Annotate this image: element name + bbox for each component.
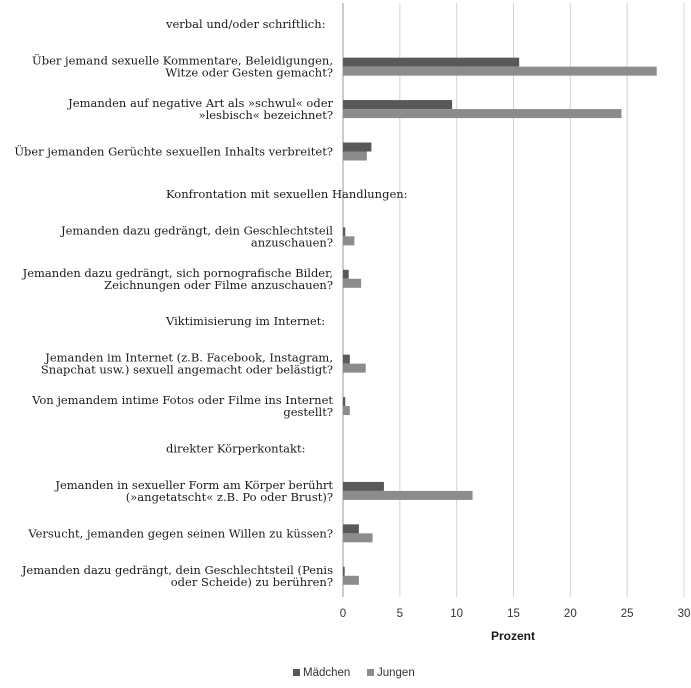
legend: Mädchen Jungen bbox=[293, 667, 415, 679]
category-label: Zeichnungen oder Filme anzuschauen? bbox=[104, 278, 333, 292]
category-label: Versucht, jemanden gegen seinen Willen z… bbox=[27, 526, 333, 540]
category-label: oder Scheide) zu berühren? bbox=[171, 575, 333, 589]
x-tick-label: 0 bbox=[340, 608, 346, 620]
bar-jungen bbox=[343, 278, 362, 288]
gridlines bbox=[342, 3, 685, 597]
bar-jungen bbox=[343, 66, 657, 76]
category-label: »lesbisch« bezeichnet? bbox=[199, 108, 333, 122]
section-header: Konfrontation mit sexuellen Handlungen: bbox=[166, 187, 408, 201]
category-label: Witze oder Gesten gemacht? bbox=[165, 66, 333, 80]
category-label: Über jemanden Gerüchte sexuellen Inhalts… bbox=[14, 145, 333, 159]
bar-jungen bbox=[343, 406, 350, 416]
category-label: Jemanden dazu gedrängt, dein Geschlechts… bbox=[60, 223, 333, 237]
x-axis-ticks: 0 5 10 15 20 25 30 bbox=[340, 608, 691, 620]
legend-swatch bbox=[293, 669, 300, 676]
section-header: direkter Körperkontakt: bbox=[166, 442, 306, 456]
bar-maedchen bbox=[343, 57, 520, 67]
bar-maedchen bbox=[343, 566, 345, 576]
category-label: (»angetatscht« z.B. Po oder Brust)? bbox=[126, 490, 333, 504]
bar-maedchen bbox=[343, 354, 350, 364]
category-label: Jemanden dazu gedrängt, dein Geschlechts… bbox=[21, 563, 333, 577]
bar-jungen bbox=[343, 109, 622, 119]
bar-maedchen bbox=[343, 227, 346, 237]
x-tick-label: 5 bbox=[397, 608, 403, 620]
category-label: gestellt? bbox=[283, 405, 333, 419]
section-header: verbal und/oder schriftlich: bbox=[165, 17, 326, 31]
legend-swatch bbox=[367, 669, 374, 676]
bar-jungen bbox=[343, 533, 373, 543]
bar-maedchen bbox=[343, 100, 453, 110]
category-label: Über jemand sexuelle Kommentare, Beleidi… bbox=[32, 54, 333, 68]
category-label: Jemanden im Internet (z.B. Facebook, Ins… bbox=[44, 351, 333, 365]
bars bbox=[343, 57, 657, 585]
category-labels: verbal und/oder schriftlich: Über jemand … bbox=[14, 17, 407, 589]
legend-label: Jungen bbox=[377, 667, 415, 679]
category-label: Jemanden dazu gedrängt, sich pornografis… bbox=[22, 266, 333, 280]
bar-maedchen bbox=[343, 524, 359, 534]
x-tick-label: 15 bbox=[507, 608, 520, 620]
legend-label: Mädchen bbox=[303, 667, 350, 679]
bar-maedchen bbox=[343, 269, 349, 279]
bar-jungen bbox=[343, 490, 473, 500]
x-axis-title: Prozent bbox=[491, 629, 535, 643]
category-label: Jemanden auf negative Art als »schwul« o… bbox=[67, 96, 333, 110]
category-label: Snapchat usw.) sexuell angemacht oder be… bbox=[41, 363, 333, 377]
bar-jungen bbox=[343, 236, 355, 246]
bar-jungen bbox=[343, 575, 359, 585]
x-tick-label: 30 bbox=[678, 608, 691, 620]
x-tick-label: 25 bbox=[621, 608, 634, 620]
category-label: Jemanden in sexueller Form am Körper ber… bbox=[54, 478, 333, 492]
category-label: Von jemandem intime Fotos oder Filme ins… bbox=[31, 393, 333, 407]
bar-jungen bbox=[343, 363, 366, 373]
section-header: Viktimisierung im Internet: bbox=[165, 314, 325, 328]
bar-maedchen bbox=[343, 397, 346, 407]
bar-jungen bbox=[343, 151, 367, 161]
bar-maedchen bbox=[343, 142, 372, 152]
category-label: anzuschauen? bbox=[251, 235, 333, 249]
bar-maedchen bbox=[343, 481, 384, 491]
x-tick-label: 20 bbox=[564, 608, 577, 620]
x-tick-label: 10 bbox=[450, 608, 463, 620]
